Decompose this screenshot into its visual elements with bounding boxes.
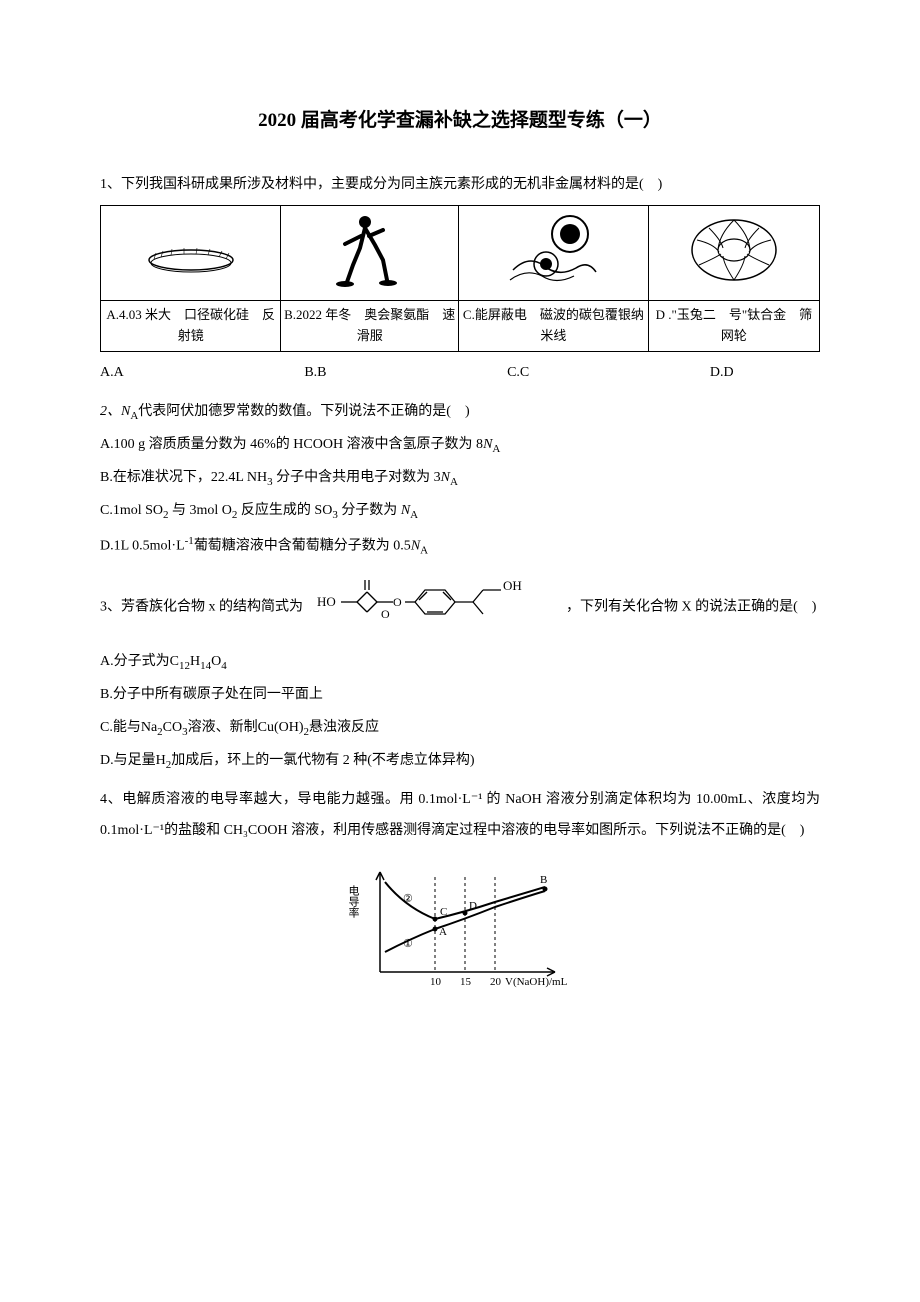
svg-text:OH: OH — [503, 578, 522, 593]
question-3: 3、芳香族化合物 x 的结构简式为 HO O O — [100, 570, 820, 777]
svg-text:①: ① — [403, 938, 413, 950]
q1-opt-d: D.D — [710, 358, 734, 389]
svg-text:O: O — [381, 607, 390, 621]
q3-opt-c: C.能与Na2CO3溶液、新制Cu(OH)2悬浊液反应 — [100, 713, 820, 744]
q1-opt-b: B.B — [304, 358, 326, 389]
q3-opt-a: A.分子式为C12H14O4 — [100, 647, 820, 678]
svg-text:HO: HO — [317, 594, 336, 609]
q1-opt-c: C.C — [507, 358, 529, 389]
svg-text:V(NaOH)/mL: V(NaOH)/mL — [505, 976, 568, 988]
q1-img-b — [281, 205, 459, 301]
q1-img-c — [459, 205, 649, 301]
svg-text:10: 10 — [430, 976, 442, 988]
svg-text:15: 15 — [460, 976, 472, 988]
page-title: 2020 届高考化学查漏补缺之选择题型专练（一） — [100, 100, 820, 142]
svg-text:20: 20 — [490, 976, 502, 988]
svg-text:B: B — [540, 874, 547, 886]
q4-stem: 4、电解质溶液的电导率越大，导电能力越强。用 0.1mol·L⁻¹ 的 NaOH… — [100, 785, 820, 847]
q1-cell-d: D ."玉兔二 号"钛合金 筛网轮 — [648, 301, 819, 352]
q3-opt-b: B.分子中所有碳原子处在同一平面上 — [100, 680, 820, 711]
q3-opt-d: D.与足量H2加成后，环上的一氯代物有 2 种(不考虑立体异构) — [100, 746, 820, 777]
q1-cell-a: A.4.03 米大 口径碳化硅 反射镜 — [101, 301, 281, 352]
q2-opt-b: B.在标准状况下，22.4L NH3 分子中含共用电子对数为 3NA — [100, 463, 820, 494]
molecule-structure: HO O O — [315, 570, 555, 645]
q2-opt-c: C.1mol SO2 与 3mol O2 反应生成的 SO3 分子数为 NA — [100, 496, 820, 527]
q1-options: A.A B.B C.C D.D — [100, 358, 734, 389]
q1-stem: 1、下列我国科研成果所涉及材料中，主要成分为同主族元素形成的无机非金属材料的是(… — [100, 170, 820, 201]
q1-cell-b: B.2022 年冬 奥会聚氨酯 速滑服 — [281, 301, 459, 352]
q2-stem: 2、NA代表阿伏加德罗常数的数值。下列说法不正确的是( ) — [100, 397, 820, 428]
question-1: 1、下列我国科研成果所涉及材料中，主要成分为同主族元素形成的无机非金属材料的是(… — [100, 170, 820, 389]
svg-text:C: C — [440, 906, 447, 918]
svg-text:②: ② — [403, 893, 413, 905]
svg-text:电导率: 电导率 — [347, 884, 360, 918]
question-2: 2、NA代表阿伏加德罗常数的数值。下列说法不正确的是( ) A.100 g 溶质… — [100, 397, 820, 563]
q2-opt-a: A.100 g 溶质质量分数为 46%的 HCOOH 溶液中含氢原子数为 8NA — [100, 430, 820, 461]
svg-text:A: A — [439, 926, 447, 938]
svg-text:O: O — [393, 595, 402, 609]
q1-cell-c: C.能屏蔽电 磁波的碳包覆银纳米线 — [459, 301, 649, 352]
question-4: 4、电解质溶液的电导率越大，导电能力越强。用 0.1mol·L⁻¹ 的 NaOH… — [100, 785, 820, 1009]
q4-chart: 电导率 ① ② A C D B 10 15 20 V(NaOH)/mL — [100, 857, 820, 1010]
q2-opt-d: D.1L 0.5mol·L-1葡萄糖溶液中含葡萄糖分子数为 0.5NA — [100, 529, 820, 563]
q1-img-a — [101, 205, 281, 301]
q1-table: A.4.03 米大 口径碳化硅 反射镜 B.2022 年冬 奥会聚氨酯 速滑服 … — [100, 205, 820, 352]
q1-img-d — [648, 205, 819, 301]
q1-opt-a: A.A — [100, 358, 124, 389]
q3-stem: 3、芳香族化合物 x 的结构简式为 HO O O — [100, 570, 820, 645]
svg-text:D: D — [469, 900, 477, 912]
